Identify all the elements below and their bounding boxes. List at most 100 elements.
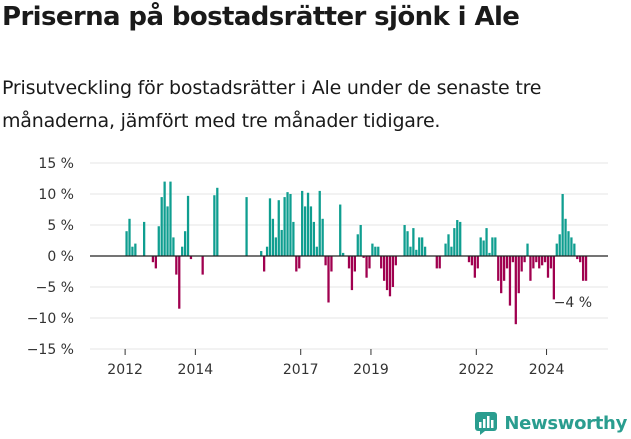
x-tick-label: 2022 bbox=[458, 362, 494, 378]
chart-title: Priserna på bostadsrätter sjönk i Ale bbox=[2, 2, 520, 32]
bar bbox=[271, 218, 275, 256]
bar bbox=[315, 246, 318, 256]
bar bbox=[488, 252, 491, 256]
bar bbox=[406, 231, 409, 256]
bar bbox=[564, 218, 567, 256]
bar bbox=[511, 256, 515, 263]
bar bbox=[268, 198, 272, 256]
x-tick-label: 2017 bbox=[283, 362, 319, 378]
bar bbox=[555, 243, 558, 256]
bar bbox=[175, 256, 178, 275]
bar bbox=[576, 256, 579, 260]
bar bbox=[505, 256, 509, 269]
bar bbox=[444, 243, 447, 256]
bar bbox=[128, 218, 131, 256]
bar bbox=[350, 256, 354, 291]
bar bbox=[286, 192, 289, 256]
bar bbox=[385, 256, 389, 291]
bar bbox=[549, 256, 553, 269]
bar bbox=[391, 256, 395, 287]
bar bbox=[186, 195, 190, 256]
bar bbox=[532, 256, 535, 269]
bar bbox=[388, 256, 392, 297]
bar bbox=[380, 256, 383, 269]
bar bbox=[163, 181, 166, 256]
bar bbox=[312, 221, 316, 256]
bar bbox=[131, 246, 134, 256]
bar bbox=[283, 197, 286, 256]
bars bbox=[125, 181, 588, 325]
bar bbox=[561, 194, 564, 256]
brand-name: Newsworthy bbox=[504, 412, 627, 434]
bar bbox=[538, 256, 541, 269]
bar bbox=[301, 190, 304, 256]
bar bbox=[581, 256, 585, 281]
bar bbox=[447, 234, 450, 256]
bar bbox=[409, 246, 412, 256]
bar bbox=[394, 256, 397, 266]
bar bbox=[423, 246, 427, 256]
bar bbox=[502, 256, 506, 281]
bar bbox=[473, 256, 476, 278]
bar bbox=[567, 231, 570, 256]
y-tick-label: 5 % bbox=[47, 218, 74, 234]
bar bbox=[298, 256, 301, 269]
y-tick-label: 10 % bbox=[38, 187, 74, 203]
bar bbox=[280, 229, 283, 256]
bar bbox=[573, 243, 576, 256]
bar bbox=[435, 256, 438, 269]
bar bbox=[467, 256, 471, 263]
bar bbox=[342, 252, 345, 256]
y-tick-label: 0 % bbox=[47, 249, 74, 265]
bar bbox=[125, 231, 128, 256]
bar bbox=[517, 256, 520, 294]
chart-subtitle: Prisutveckling för bostadsrätter i Ale u… bbox=[2, 77, 542, 132]
bar bbox=[318, 190, 321, 256]
bar bbox=[169, 181, 172, 256]
bar bbox=[216, 187, 219, 256]
bar bbox=[172, 237, 175, 256]
bar bbox=[403, 225, 406, 256]
bar bbox=[374, 246, 377, 256]
y-tick-label: 15 % bbox=[38, 156, 74, 172]
bar bbox=[245, 197, 248, 256]
bar bbox=[421, 237, 424, 256]
bar bbox=[497, 256, 500, 281]
bar bbox=[382, 256, 386, 281]
bar bbox=[309, 206, 313, 256]
bar bbox=[359, 225, 362, 256]
x-tick-label: 2012 bbox=[107, 362, 143, 378]
bar bbox=[368, 256, 371, 269]
bar bbox=[508, 256, 512, 306]
bar bbox=[535, 256, 538, 263]
bar bbox=[365, 256, 368, 278]
bar bbox=[189, 256, 193, 260]
bar bbox=[292, 221, 295, 256]
gridlines bbox=[90, 162, 608, 350]
bar bbox=[157, 226, 160, 256]
bar bbox=[459, 221, 462, 256]
bar bbox=[166, 206, 169, 256]
y-axis-ticks: −15 % −10 % −5 % 0 % 5 % 10 % 15 % bbox=[27, 156, 74, 358]
bar bbox=[377, 246, 380, 256]
bar bbox=[356, 234, 359, 256]
bar bbox=[213, 195, 216, 256]
bar bbox=[143, 221, 146, 256]
bar bbox=[265, 246, 269, 256]
bar bbox=[456, 220, 459, 256]
bar bbox=[330, 256, 333, 272]
bar bbox=[277, 200, 280, 256]
bar bbox=[584, 256, 588, 281]
bar bbox=[526, 243, 529, 256]
bar bbox=[418, 237, 421, 256]
bar bbox=[181, 246, 184, 256]
bar bbox=[546, 256, 550, 278]
bar bbox=[324, 256, 327, 266]
bar bbox=[482, 240, 485, 256]
bar bbox=[178, 256, 181, 309]
bar bbox=[327, 256, 330, 303]
bar bbox=[579, 256, 582, 263]
bar bbox=[183, 231, 187, 256]
bar bbox=[151, 256, 155, 263]
